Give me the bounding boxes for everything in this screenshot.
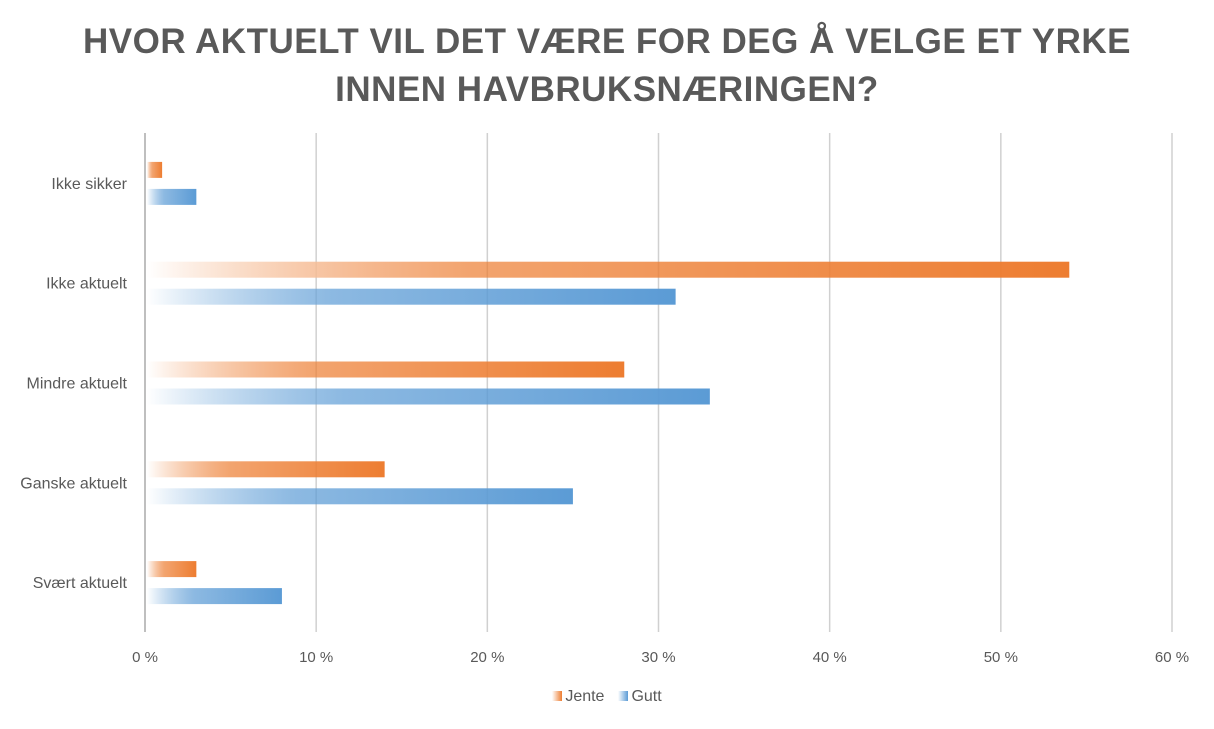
y-category-label: Ikke sikker [51,176,127,193]
bar-gutt [147,588,282,605]
title-line-1: HVOR AKTUELT VIL DET VÆRE FOR DEG Å VELG… [82,22,1132,61]
x-tick-label: 60 % [1155,649,1189,666]
bar-jente [147,161,163,178]
y-category-label: Mindre aktuelt [27,376,128,393]
bar-jente [147,261,1070,278]
bar-gutt [147,488,573,505]
bar-jente [147,461,385,478]
y-category-label: Ganske aktuelt [20,475,127,492]
legend-label: Gutt [631,688,662,705]
bar-gutt [147,188,197,205]
legend: Jente Gutt [0,688,1214,706]
y-category-label: Svært aktuelt [33,575,128,592]
legend-item-jente[interactable]: Jente [552,688,604,706]
x-tick-label: 50 % [984,649,1018,666]
bar-jente [147,561,197,578]
x-tick-label: 0 % [132,649,158,666]
legend-label: Jente [565,688,605,705]
x-tick-label: 20 % [470,649,504,666]
title-line-2: INNEN HAVBRUKSNÆRINGEN? [335,70,879,109]
bar-jente [147,361,625,378]
bar-gutt [147,288,676,305]
legend-item-gutt[interactable]: Gutt [618,688,662,706]
bar-gutt [147,388,710,405]
x-tick-label: 10 % [299,649,333,666]
chart-title: HVOR AKTUELT VIL DET VÆRE FOR DEG Å VELG… [0,18,1214,114]
y-category-label: Ikke aktuelt [46,276,127,293]
x-tick-label: 40 % [813,649,847,666]
x-tick-label: 30 % [641,649,675,666]
